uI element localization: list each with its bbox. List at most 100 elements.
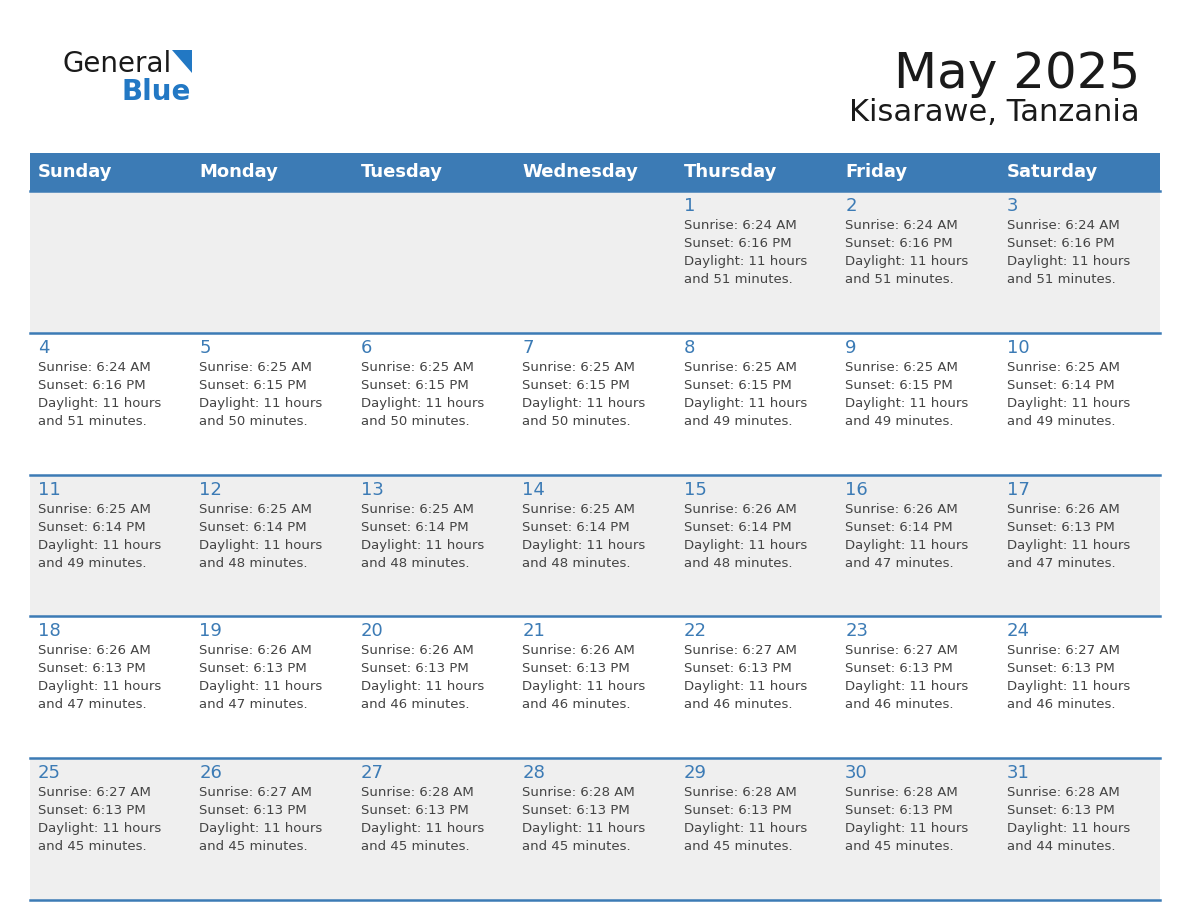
Text: Monday: Monday <box>200 163 278 181</box>
Text: Sunrise: 6:25 AM: Sunrise: 6:25 AM <box>200 502 312 516</box>
Text: and 48 minutes.: and 48 minutes. <box>361 556 469 569</box>
Text: and 44 minutes.: and 44 minutes. <box>1006 840 1116 853</box>
Text: Sunset: 6:13 PM: Sunset: 6:13 PM <box>845 804 953 817</box>
Text: Sunset: 6:13 PM: Sunset: 6:13 PM <box>1006 521 1114 533</box>
Text: Sunrise: 6:25 AM: Sunrise: 6:25 AM <box>38 502 151 516</box>
Text: Sunset: 6:14 PM: Sunset: 6:14 PM <box>684 521 791 533</box>
Text: Tuesday: Tuesday <box>361 163 443 181</box>
Text: Sunset: 6:13 PM: Sunset: 6:13 PM <box>200 804 308 817</box>
Text: Blue: Blue <box>122 78 191 106</box>
Text: and 45 minutes.: and 45 minutes. <box>200 840 308 853</box>
Text: and 45 minutes.: and 45 minutes. <box>523 840 631 853</box>
Text: and 46 minutes.: and 46 minutes. <box>845 699 954 711</box>
Text: Daylight: 11 hours: Daylight: 11 hours <box>845 539 968 552</box>
Text: 17: 17 <box>1006 481 1030 498</box>
Text: Daylight: 11 hours: Daylight: 11 hours <box>845 823 968 835</box>
Text: and 45 minutes.: and 45 minutes. <box>38 840 146 853</box>
Text: Friday: Friday <box>845 163 908 181</box>
Text: May 2025: May 2025 <box>893 50 1140 98</box>
Text: 14: 14 <box>523 481 545 498</box>
Text: Sunrise: 6:27 AM: Sunrise: 6:27 AM <box>1006 644 1119 657</box>
Text: and 49 minutes.: and 49 minutes. <box>1006 415 1116 428</box>
Text: 12: 12 <box>200 481 222 498</box>
Text: and 46 minutes.: and 46 minutes. <box>1006 699 1116 711</box>
Text: and 50 minutes.: and 50 minutes. <box>523 415 631 428</box>
Text: Daylight: 11 hours: Daylight: 11 hours <box>38 397 162 409</box>
Text: and 48 minutes.: and 48 minutes. <box>200 556 308 569</box>
Text: Daylight: 11 hours: Daylight: 11 hours <box>361 680 484 693</box>
Text: and 46 minutes.: and 46 minutes. <box>684 699 792 711</box>
Text: 31: 31 <box>1006 764 1030 782</box>
Bar <box>30 475 1159 616</box>
Text: Sunset: 6:13 PM: Sunset: 6:13 PM <box>1006 804 1114 817</box>
Text: and 50 minutes.: and 50 minutes. <box>361 415 469 428</box>
Text: Sunrise: 6:26 AM: Sunrise: 6:26 AM <box>684 502 796 516</box>
Text: and 47 minutes.: and 47 minutes. <box>845 556 954 569</box>
Text: Sunrise: 6:26 AM: Sunrise: 6:26 AM <box>845 502 958 516</box>
Text: Daylight: 11 hours: Daylight: 11 hours <box>845 680 968 693</box>
Text: and 51 minutes.: and 51 minutes. <box>1006 273 1116 286</box>
Text: 11: 11 <box>38 481 61 498</box>
Text: Daylight: 11 hours: Daylight: 11 hours <box>523 539 645 552</box>
Text: Sunrise: 6:24 AM: Sunrise: 6:24 AM <box>1006 219 1119 232</box>
Text: General: General <box>62 50 171 78</box>
Text: Sunrise: 6:25 AM: Sunrise: 6:25 AM <box>361 502 474 516</box>
Text: Sunset: 6:13 PM: Sunset: 6:13 PM <box>523 663 630 676</box>
Text: Sunrise: 6:28 AM: Sunrise: 6:28 AM <box>523 786 636 800</box>
Text: Daylight: 11 hours: Daylight: 11 hours <box>200 539 323 552</box>
Text: Sunset: 6:13 PM: Sunset: 6:13 PM <box>845 663 953 676</box>
Bar <box>30 191 1159 333</box>
Text: Sunrise: 6:26 AM: Sunrise: 6:26 AM <box>200 644 312 657</box>
Text: and 45 minutes.: and 45 minutes. <box>845 840 954 853</box>
Text: Sunset: 6:15 PM: Sunset: 6:15 PM <box>845 379 953 392</box>
Text: Sunset: 6:15 PM: Sunset: 6:15 PM <box>361 379 468 392</box>
Text: 27: 27 <box>361 764 384 782</box>
Text: Daylight: 11 hours: Daylight: 11 hours <box>523 397 645 409</box>
Text: Sunrise: 6:25 AM: Sunrise: 6:25 AM <box>361 361 474 374</box>
Text: and 46 minutes.: and 46 minutes. <box>361 699 469 711</box>
Text: Sunrise: 6:27 AM: Sunrise: 6:27 AM <box>200 786 312 800</box>
Text: Sunrise: 6:24 AM: Sunrise: 6:24 AM <box>38 361 151 374</box>
Text: Sunrise: 6:26 AM: Sunrise: 6:26 AM <box>1006 502 1119 516</box>
Bar <box>30 616 1159 758</box>
Text: Sunrise: 6:25 AM: Sunrise: 6:25 AM <box>845 361 958 374</box>
Text: Sunset: 6:14 PM: Sunset: 6:14 PM <box>523 521 630 533</box>
Text: Sunrise: 6:27 AM: Sunrise: 6:27 AM <box>845 644 958 657</box>
Text: Sunset: 6:13 PM: Sunset: 6:13 PM <box>1006 663 1114 676</box>
Polygon shape <box>172 50 192 73</box>
Text: 21: 21 <box>523 622 545 641</box>
Text: 15: 15 <box>684 481 707 498</box>
Text: 7: 7 <box>523 339 533 357</box>
Bar <box>30 758 1159 900</box>
Text: Sunset: 6:13 PM: Sunset: 6:13 PM <box>361 804 468 817</box>
Text: 18: 18 <box>38 622 61 641</box>
Text: 20: 20 <box>361 622 384 641</box>
Text: Sunset: 6:16 PM: Sunset: 6:16 PM <box>845 237 953 250</box>
Text: 23: 23 <box>845 622 868 641</box>
Text: Sunrise: 6:28 AM: Sunrise: 6:28 AM <box>1006 786 1119 800</box>
Text: Sunset: 6:16 PM: Sunset: 6:16 PM <box>38 379 146 392</box>
Text: 26: 26 <box>200 764 222 782</box>
Text: Sunrise: 6:26 AM: Sunrise: 6:26 AM <box>523 644 636 657</box>
Text: and 51 minutes.: and 51 minutes. <box>845 273 954 286</box>
Text: 4: 4 <box>38 339 50 357</box>
Text: Sunset: 6:13 PM: Sunset: 6:13 PM <box>38 804 146 817</box>
Text: Daylight: 11 hours: Daylight: 11 hours <box>684 680 807 693</box>
Text: Sunset: 6:15 PM: Sunset: 6:15 PM <box>684 379 791 392</box>
Text: 25: 25 <box>38 764 61 782</box>
Text: Daylight: 11 hours: Daylight: 11 hours <box>684 255 807 268</box>
Text: Daylight: 11 hours: Daylight: 11 hours <box>38 823 162 835</box>
Text: Sunrise: 6:28 AM: Sunrise: 6:28 AM <box>361 786 474 800</box>
Text: Wednesday: Wednesday <box>523 163 638 181</box>
Text: 3: 3 <box>1006 197 1018 215</box>
Text: 10: 10 <box>1006 339 1029 357</box>
Text: 8: 8 <box>684 339 695 357</box>
Text: Daylight: 11 hours: Daylight: 11 hours <box>1006 397 1130 409</box>
Text: Daylight: 11 hours: Daylight: 11 hours <box>38 680 162 693</box>
Text: 24: 24 <box>1006 622 1030 641</box>
Text: Saturday: Saturday <box>1006 163 1098 181</box>
Text: Daylight: 11 hours: Daylight: 11 hours <box>684 397 807 409</box>
Text: Sunrise: 6:24 AM: Sunrise: 6:24 AM <box>845 219 958 232</box>
Text: Daylight: 11 hours: Daylight: 11 hours <box>361 397 484 409</box>
Text: and 49 minutes.: and 49 minutes. <box>684 415 792 428</box>
